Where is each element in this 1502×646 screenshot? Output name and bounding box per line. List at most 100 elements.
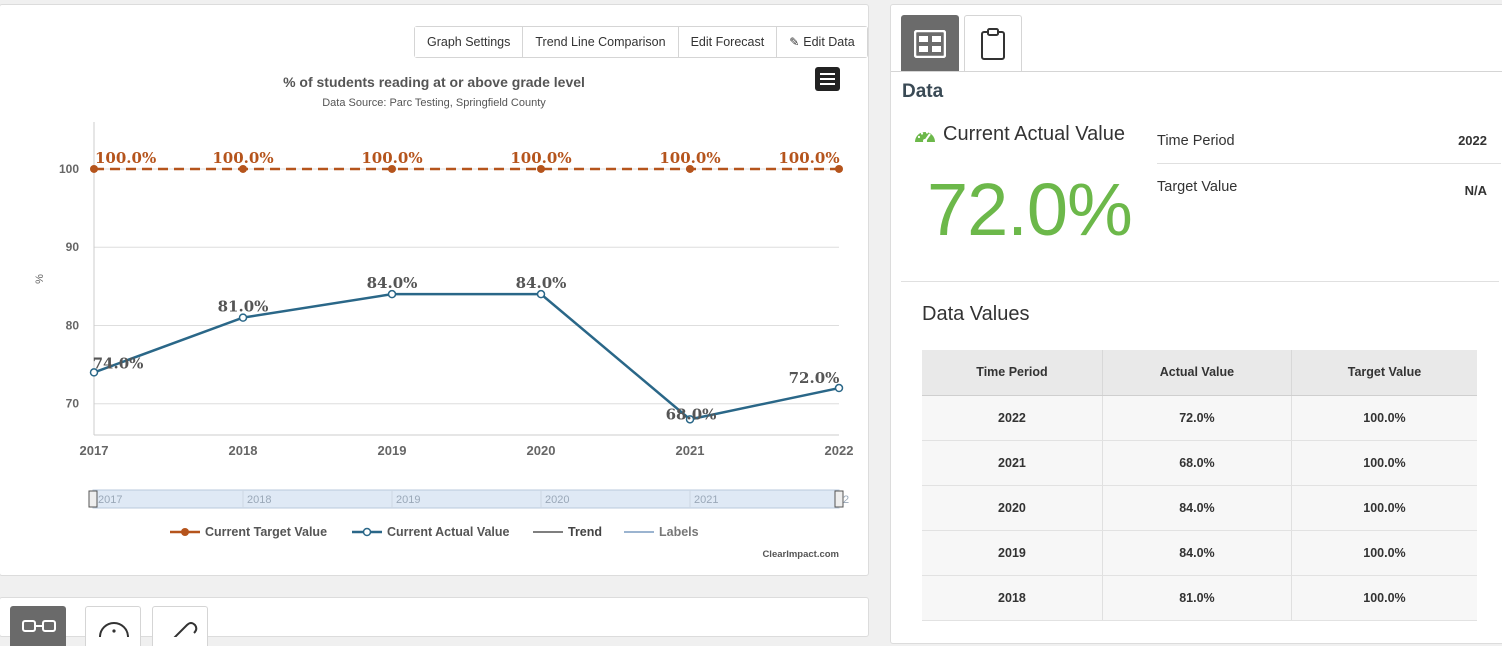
target-data-point <box>90 164 98 173</box>
cell-target-value: 100.0% <box>1291 530 1477 576</box>
table-row[interactable]: 2022 72.0% 100.0% <box>922 395 1477 441</box>
data-values-title: Data Values <box>922 303 1030 325</box>
navigator-label: 2017 <box>98 494 122 506</box>
info-tab[interactable] <box>85 606 141 646</box>
target-data-point <box>835 164 843 173</box>
dashboard-tab[interactable] <box>901 15 959 71</box>
table-row[interactable]: 2018 81.0% 100.0% <box>922 575 1477 621</box>
navigator-label: 2021 <box>694 494 718 506</box>
x-tick-label: 2021 <box>676 443 705 458</box>
target-data-point <box>686 164 694 173</box>
cell-time-period: 2019 <box>922 530 1103 576</box>
navigator-track <box>92 489 840 509</box>
cell-actual-value: 84.0% <box>1102 485 1292 531</box>
chart-title: % of students reading at or above grade … <box>283 74 585 90</box>
legend-label: Current Target Value <box>205 525 327 539</box>
cell-target-value: 100.0% <box>1291 440 1477 486</box>
y-tick-label: 90 <box>66 240 80 254</box>
chart-panel: Graph Settings Trend Line Comparison Edi… <box>0 4 869 576</box>
dashboard-icon <box>914 29 946 58</box>
target-data-label: 100.0% <box>95 149 156 167</box>
actual-data-point <box>685 415 695 424</box>
edit-data-button[interactable]: ✎ Edit Data <box>777 27 867 57</box>
clipboard-icon <box>981 27 1005 60</box>
legend-marker <box>362 527 372 537</box>
chart-toolbar: Graph Settings Trend Line Comparison Edi… <box>414 26 868 58</box>
target-data-label: 100.0% <box>510 149 571 167</box>
navigator-label: 2020 <box>545 494 569 506</box>
table-row[interactable]: 2021 68.0% 100.0% <box>922 440 1477 486</box>
clipboard-tab[interactable] <box>964 15 1022 71</box>
table-header-row: Time Period Actual Value Target Value <box>922 350 1477 396</box>
x-tick-label: 2022 <box>825 443 854 458</box>
cell-actual-value: 81.0% <box>1102 575 1292 621</box>
pencil-icon: ✎ <box>789 35 800 49</box>
column-header-target-value: Target Value <box>1291 350 1477 396</box>
time-period-value: 2022 <box>1458 133 1487 148</box>
table-row[interactable]: 2020 84.0% 100.0% <box>922 485 1477 531</box>
edit-data-label: Edit Data <box>803 35 855 49</box>
table-row[interactable]: 2019 84.0% 100.0% <box>922 530 1477 576</box>
section-divider <box>901 281 1499 282</box>
time-period-row: Time Period 2022 <box>1157 133 1487 149</box>
current-actual-value-title: Current Actual Value <box>913 123 1125 146</box>
cell-target-value: 100.0% <box>1291 485 1477 531</box>
target-data-label: 100.0% <box>212 149 273 167</box>
attachment-tab[interactable] <box>152 606 208 646</box>
target-data-point <box>537 164 545 173</box>
actual-data-point <box>89 368 99 377</box>
actual-data-point <box>536 289 546 299</box>
cell-time-period: 2021 <box>922 440 1103 486</box>
trend-line-comparison-button[interactable]: Trend Line Comparison <box>523 27 679 57</box>
chart-subtitle: Data Source: Parc Testing, Springfield C… <box>322 97 546 109</box>
target-value-row: Target Value N/A <box>1157 179 1487 198</box>
cell-target-value: 100.0% <box>1291 575 1477 621</box>
data-panel: Data Current Actual Value 72.0% Time Per… <box>890 4 1502 644</box>
data-values-table: Time Period Actual Value Target Value 20… <box>922 350 1477 621</box>
actual-data-label: 84.0% <box>367 274 418 292</box>
cell-time-period: 2018 <box>922 575 1103 621</box>
link-icon <box>22 620 56 632</box>
x-tick-label: 2020 <box>527 443 556 458</box>
legend-label: Trend <box>568 525 602 539</box>
target-value-value: N/A <box>1464 183 1487 198</box>
navigator-handle-left <box>88 490 98 508</box>
menu-icon[interactable] <box>815 67 840 91</box>
cell-time-period: 2022 <box>922 395 1103 441</box>
trend-line-label: Trend Line Comparison <box>535 35 666 49</box>
actual-data-label: 72.0% <box>789 369 840 387</box>
actual-data-label: 68.0% <box>666 405 717 423</box>
edit-forecast-label: Edit Forecast <box>690 35 765 49</box>
y-tick-label: 70 <box>66 397 80 411</box>
info-icon <box>99 622 129 646</box>
actual-data-label: 74.0% <box>93 354 144 372</box>
legend-label: Current Actual Value <box>387 525 510 539</box>
x-tick-label: 2017 <box>80 443 109 458</box>
link-tab[interactable] <box>10 606 66 646</box>
navigator-label: 2018 <box>247 494 271 506</box>
target-data-point <box>388 164 396 173</box>
y-axis-label: % <box>34 274 46 284</box>
tab-divider <box>891 71 1502 72</box>
target-data-label: 100.0% <box>361 149 422 167</box>
navigator-label: 2019 <box>396 494 420 506</box>
edit-forecast-button[interactable]: Edit Forecast <box>678 27 778 57</box>
time-period-label: Time Period <box>1157 133 1235 149</box>
column-header-time-period: Time Period <box>922 350 1103 396</box>
navigator-handle-right <box>834 490 844 508</box>
info-divider <box>1157 163 1501 164</box>
target-data-point <box>239 164 247 173</box>
paperclip-icon <box>172 622 198 640</box>
current-actual-value-label: Current Actual Value <box>943 123 1125 145</box>
x-tick-label: 2018 <box>229 443 258 458</box>
graph-settings-label: Graph Settings <box>427 35 511 49</box>
cell-actual-value: 84.0% <box>1102 530 1292 576</box>
current-actual-value: 72.0% <box>927 168 1133 251</box>
data-heading: Data <box>902 81 944 102</box>
actual-series-line <box>93 292 840 421</box>
navigator-label: 2 <box>843 494 849 506</box>
line-chart: % of students reading at or above grade … <box>34 74 854 560</box>
target-value-label: Target Value <box>1157 179 1238 195</box>
cell-actual-value: 72.0% <box>1102 395 1292 441</box>
graph-settings-button[interactable]: Graph Settings <box>415 27 524 57</box>
